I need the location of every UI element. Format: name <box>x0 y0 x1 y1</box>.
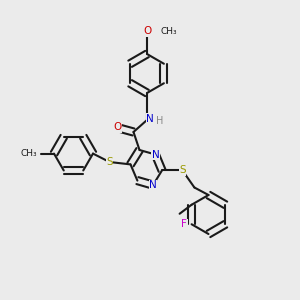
Text: N: N <box>149 180 157 190</box>
Text: N: N <box>152 149 159 160</box>
Text: O: O <box>113 122 121 133</box>
Text: S: S <box>179 165 186 176</box>
Text: CH₃: CH₃ <box>160 27 177 36</box>
Text: N: N <box>146 113 154 124</box>
Text: F: F <box>181 219 187 229</box>
Text: O: O <box>143 26 151 37</box>
Text: H: H <box>156 116 163 127</box>
Text: CH₃: CH₃ <box>21 149 38 158</box>
Text: S: S <box>106 157 113 167</box>
